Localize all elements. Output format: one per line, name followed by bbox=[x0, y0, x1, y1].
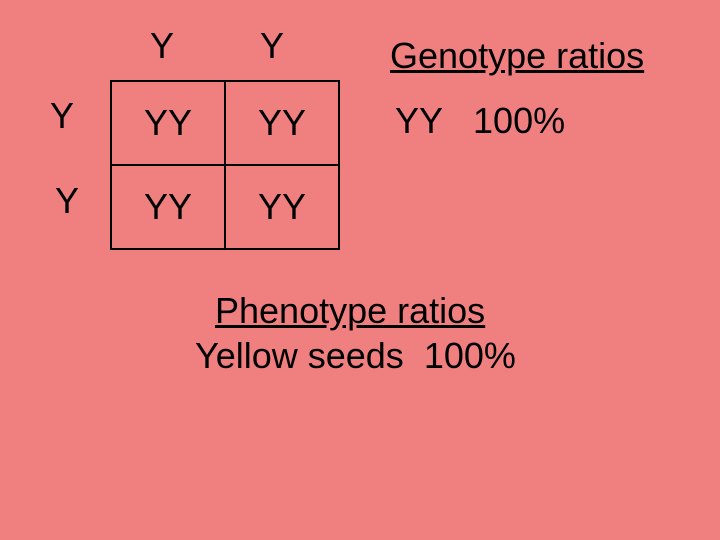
punnett-row-header-2: Y bbox=[55, 180, 79, 222]
punnett-cell: YY bbox=[111, 165, 225, 249]
phenotype-ratios-value: Yellow seeds 100% bbox=[195, 335, 516, 377]
punnett-square: YY YY YY YY bbox=[110, 80, 340, 250]
genotype-ratios-title: Genotype ratios bbox=[390, 35, 644, 77]
punnett-cell: YY bbox=[225, 165, 339, 249]
punnett-cell: YY bbox=[225, 81, 339, 165]
punnett-row-header-1: Y bbox=[50, 95, 74, 137]
punnett-cell: YY bbox=[111, 81, 225, 165]
genotype-ratios-value: YY 100% bbox=[395, 100, 565, 142]
punnett-col-header-1: Y bbox=[150, 25, 174, 67]
phenotype-ratios-title: Phenotype ratios bbox=[215, 290, 485, 332]
punnett-col-header-2: Y bbox=[260, 25, 284, 67]
